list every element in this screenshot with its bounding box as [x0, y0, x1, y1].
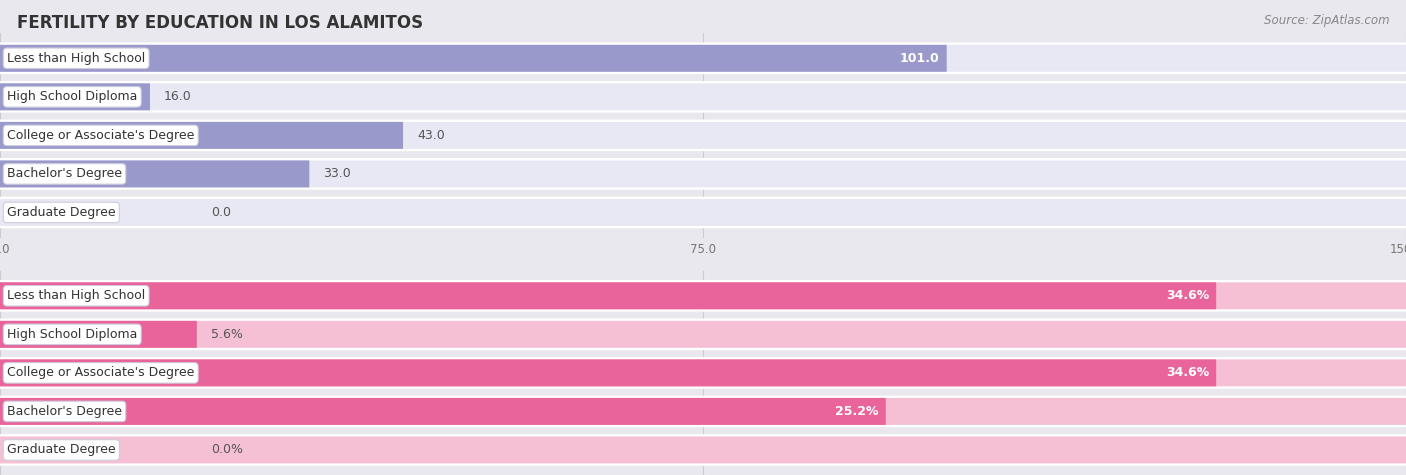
Text: Bachelor's Degree: Bachelor's Degree — [7, 405, 122, 418]
FancyBboxPatch shape — [0, 321, 1406, 348]
FancyBboxPatch shape — [0, 282, 1406, 309]
Text: 25.2%: 25.2% — [835, 405, 879, 418]
Text: Less than High School: Less than High School — [7, 52, 145, 65]
FancyBboxPatch shape — [0, 42, 1406, 74]
FancyBboxPatch shape — [0, 122, 1406, 149]
FancyBboxPatch shape — [0, 360, 1216, 386]
Text: Less than High School: Less than High School — [7, 289, 145, 302]
FancyBboxPatch shape — [0, 434, 1406, 466]
Text: FERTILITY BY EDUCATION IN LOS ALAMITOS: FERTILITY BY EDUCATION IN LOS ALAMITOS — [17, 14, 423, 32]
FancyBboxPatch shape — [0, 319, 1406, 350]
Text: 33.0: 33.0 — [323, 167, 352, 180]
FancyBboxPatch shape — [0, 45, 1406, 72]
FancyBboxPatch shape — [0, 81, 1406, 113]
Text: High School Diploma: High School Diploma — [7, 90, 138, 104]
FancyBboxPatch shape — [0, 357, 1406, 389]
Text: 0.0: 0.0 — [211, 206, 231, 219]
Text: 0.0%: 0.0% — [211, 444, 243, 456]
FancyBboxPatch shape — [0, 199, 1406, 226]
FancyBboxPatch shape — [0, 321, 197, 348]
FancyBboxPatch shape — [0, 280, 1406, 312]
FancyBboxPatch shape — [0, 161, 309, 188]
Text: College or Associate's Degree: College or Associate's Degree — [7, 366, 194, 380]
Text: Source: ZipAtlas.com: Source: ZipAtlas.com — [1264, 14, 1389, 27]
FancyBboxPatch shape — [0, 83, 1406, 110]
Text: Graduate Degree: Graduate Degree — [7, 444, 115, 456]
Text: 43.0: 43.0 — [418, 129, 444, 142]
Text: 101.0: 101.0 — [900, 52, 939, 65]
FancyBboxPatch shape — [0, 161, 1406, 188]
Text: High School Diploma: High School Diploma — [7, 328, 138, 341]
FancyBboxPatch shape — [0, 360, 1406, 386]
Text: 16.0: 16.0 — [165, 90, 191, 104]
FancyBboxPatch shape — [0, 158, 1406, 190]
Text: College or Associate's Degree: College or Associate's Degree — [7, 129, 194, 142]
FancyBboxPatch shape — [0, 45, 946, 72]
FancyBboxPatch shape — [0, 437, 1406, 464]
Text: Bachelor's Degree: Bachelor's Degree — [7, 167, 122, 180]
FancyBboxPatch shape — [0, 120, 1406, 151]
FancyBboxPatch shape — [0, 282, 1216, 309]
FancyBboxPatch shape — [0, 398, 886, 425]
Text: Graduate Degree: Graduate Degree — [7, 206, 115, 219]
Text: 34.6%: 34.6% — [1166, 289, 1209, 302]
FancyBboxPatch shape — [0, 398, 1406, 425]
Text: 34.6%: 34.6% — [1166, 366, 1209, 380]
FancyBboxPatch shape — [0, 122, 404, 149]
FancyBboxPatch shape — [0, 197, 1406, 228]
FancyBboxPatch shape — [0, 396, 1406, 427]
FancyBboxPatch shape — [0, 83, 150, 110]
Text: 5.6%: 5.6% — [211, 328, 243, 341]
